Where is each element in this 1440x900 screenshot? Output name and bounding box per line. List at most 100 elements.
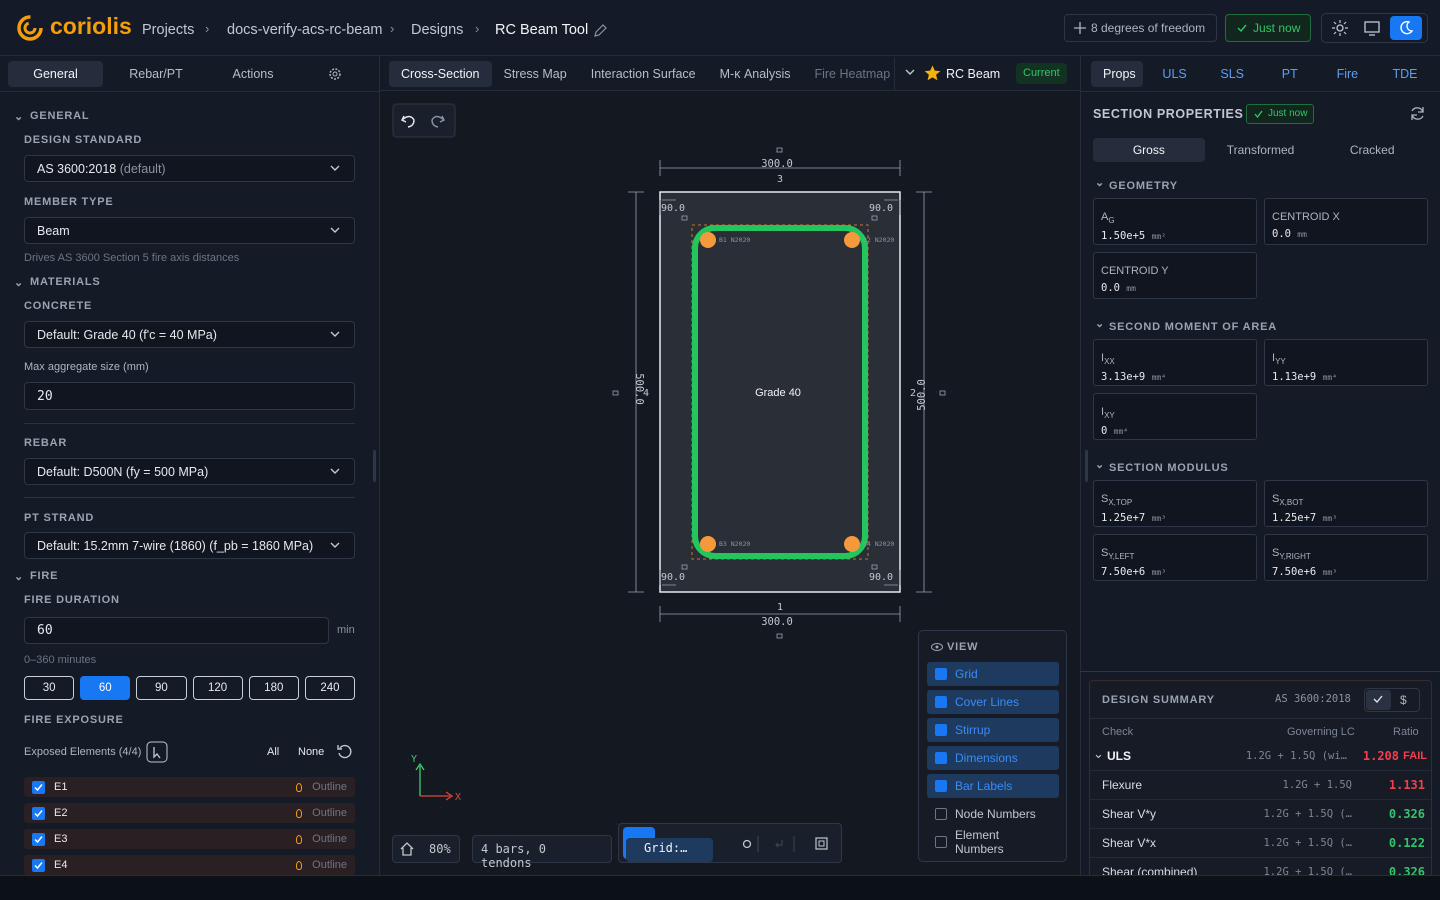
section-chevron[interactable]: ⌄ bbox=[14, 277, 25, 289]
design-name[interactable]: RC Beam bbox=[946, 67, 1001, 81]
select[interactable]: Default: Grade 40 (f'c = 40 MPa) bbox=[24, 321, 355, 348]
brand[interactable]: coriolis bbox=[50, 13, 132, 39]
duration-option[interactable]: 120 bbox=[192, 676, 243, 700]
select[interactable]: AS 3600:2018 (default) bbox=[24, 155, 355, 182]
mode[interactable]: Gross bbox=[1093, 138, 1205, 162]
value: 0.0 bbox=[1272, 228, 1291, 240]
resize-handle[interactable] bbox=[1085, 450, 1088, 482]
dark-theme[interactable] bbox=[1390, 16, 1422, 40]
tab[interactable]: ULS bbox=[1162, 67, 1187, 81]
tab[interactable]: Interaction Surface bbox=[590, 67, 696, 81]
element-mode[interactable]: Outline bbox=[312, 833, 347, 845]
reset-icon[interactable] bbox=[337, 744, 352, 759]
view-toggle[interactable]: Element Numbers bbox=[927, 828, 1059, 856]
section-outline[interactable] bbox=[659, 191, 901, 593]
breadcrumb[interactable]: Projects bbox=[142, 22, 195, 38]
edit-icon[interactable] bbox=[593, 24, 607, 38]
element-mode[interactable]: Outline bbox=[312, 781, 347, 793]
section-heading[interactable]: GENERAL bbox=[30, 110, 90, 122]
section-heading[interactable]: FIRE bbox=[30, 570, 59, 582]
home-icon[interactable] bbox=[400, 842, 414, 856]
cost-mode[interactable]: $ bbox=[1400, 693, 1407, 707]
tab[interactable]: SLS bbox=[1220, 67, 1244, 81]
design-dropdown[interactable] bbox=[905, 69, 915, 77]
breadcrumb[interactable]: Designs bbox=[411, 22, 464, 38]
duration-option[interactable]: 180 bbox=[248, 676, 299, 700]
tab[interactable]: Actions bbox=[232, 67, 274, 81]
pick-icon[interactable] bbox=[146, 741, 168, 763]
duration-option[interactable]: 240 bbox=[304, 676, 356, 700]
duration-option[interactable]: 30 bbox=[24, 676, 75, 700]
bar[interactable] bbox=[700, 232, 716, 248]
select[interactable]: Default: 15.2mm 7-wire (1860) (f_pb = 18… bbox=[24, 532, 355, 559]
checkbox[interactable] bbox=[32, 780, 45, 794]
light-theme[interactable] bbox=[1332, 20, 1348, 36]
bar[interactable] bbox=[844, 536, 860, 552]
section-chevron[interactable]: ⌄ bbox=[14, 111, 25, 123]
select[interactable]: Beam bbox=[24, 217, 355, 244]
duration-option[interactable]: 90 bbox=[136, 676, 187, 700]
redo[interactable] bbox=[431, 115, 445, 128]
select-value: Default: D500N (fy = 500 MPa) bbox=[37, 464, 209, 479]
bar[interactable] bbox=[700, 536, 716, 552]
resize-handle[interactable] bbox=[373, 450, 376, 482]
checkbox[interactable] bbox=[32, 806, 45, 820]
mode[interactable]: Transformed bbox=[1226, 143, 1295, 157]
view-toggle[interactable]: Bar Labels bbox=[927, 774, 1059, 798]
undo[interactable] bbox=[401, 115, 415, 128]
tab[interactable]: Fire Heatmap bbox=[814, 67, 891, 81]
field-label: REBAR bbox=[24, 437, 68, 449]
stirrup[interactable] bbox=[692, 225, 868, 559]
refresh-icon[interactable] bbox=[1410, 106, 1425, 121]
select[interactable]: Default: D500N (fy = 500 MPa) bbox=[24, 458, 355, 485]
summary-row[interactable]: Flexure 1.2G + 1.5Q 1.131 bbox=[1090, 771, 1431, 800]
tab[interactable]: General bbox=[8, 61, 103, 87]
duration-option[interactable]: 60 bbox=[80, 676, 131, 700]
tool-icons[interactable] bbox=[740, 836, 830, 852]
tab[interactable]: PT bbox=[1281, 67, 1298, 81]
number-input[interactable]: 20 bbox=[24, 382, 355, 410]
tab[interactable]: Stress Map bbox=[503, 67, 567, 81]
number-input[interactable]: 60 bbox=[24, 617, 329, 644]
element-mode[interactable]: Outline bbox=[312, 807, 347, 819]
view-toggle[interactable]: Cover Lines bbox=[927, 690, 1059, 714]
tab[interactable]: Props bbox=[1091, 61, 1143, 87]
dof-badge[interactable]: 8 degrees of freedom bbox=[1064, 14, 1217, 42]
tab[interactable]: Cross-Section bbox=[389, 61, 492, 87]
checkbox[interactable] bbox=[32, 832, 45, 846]
tab[interactable]: Fire bbox=[1336, 67, 1359, 81]
group-heading[interactable]: ⌄ SECTION MODULUS bbox=[1093, 456, 1428, 480]
element-mode[interactable]: Outline bbox=[312, 859, 347, 871]
star-icon[interactable] bbox=[924, 65, 941, 81]
system-theme[interactable] bbox=[1364, 20, 1380, 36]
tab[interactable]: TDE bbox=[1392, 67, 1418, 81]
tab[interactable]: M-κ Analysis bbox=[719, 67, 791, 81]
select-all[interactable]: All bbox=[267, 746, 280, 758]
summary-row[interactable]: Shear V*y 1.2G + 1.5Q (… 0.326 bbox=[1090, 800, 1431, 829]
view-toggle[interactable]: Grid bbox=[927, 662, 1059, 686]
section-heading[interactable]: MATERIALS bbox=[30, 276, 101, 288]
unit: min bbox=[337, 624, 355, 636]
select-none[interactable]: None bbox=[298, 746, 325, 758]
section-chevron[interactable]: ⌄ bbox=[14, 571, 25, 583]
summary-row[interactable]: Shear (combined) 1.2G + 1.5Q (… 0.326 bbox=[1090, 858, 1431, 875]
view-toggle[interactable]: Stirrup bbox=[927, 718, 1059, 742]
chevron bbox=[330, 468, 340, 474]
summary-row[interactable]: Shear V*x 1.2G + 1.5Q (… 0.122 bbox=[1090, 829, 1431, 858]
tab[interactable]: Rebar/PT bbox=[129, 67, 183, 81]
bar[interactable] bbox=[844, 232, 860, 248]
summary-row[interactable]: ⌄ ULS 1.2G + 1.5Q (wi… 1.208 FAIL bbox=[1090, 742, 1431, 771]
lock-icons bbox=[612, 147, 946, 639]
checkbox[interactable] bbox=[32, 858, 45, 872]
breadcrumb[interactable]: docs-verify-acs-rc-beam bbox=[227, 22, 383, 38]
group-heading[interactable]: ⌄ SECOND MOMENT OF AREA bbox=[1093, 315, 1428, 339]
grid-menu[interactable]: Grid:… bbox=[626, 838, 713, 862]
view-toggle[interactable]: Node Numbers bbox=[927, 802, 1059, 826]
settings-icon[interactable] bbox=[328, 67, 342, 81]
dimension-labels: 300.0 3 1 300.0 4 2 500.0 500.0 90.0 90.… bbox=[633, 158, 928, 628]
check-icon bbox=[34, 861, 43, 869]
mode[interactable]: Cracked bbox=[1349, 143, 1395, 157]
property-grid: SX,TOP 1.25e+7 mm³ SX,BOT 1.25e+7 mm³ SY,LEF… bbox=[1093, 480, 1428, 581]
view-toggle[interactable]: Dimensions bbox=[927, 746, 1059, 770]
group-heading[interactable]: ⌄ GEOMETRY bbox=[1093, 174, 1428, 198]
